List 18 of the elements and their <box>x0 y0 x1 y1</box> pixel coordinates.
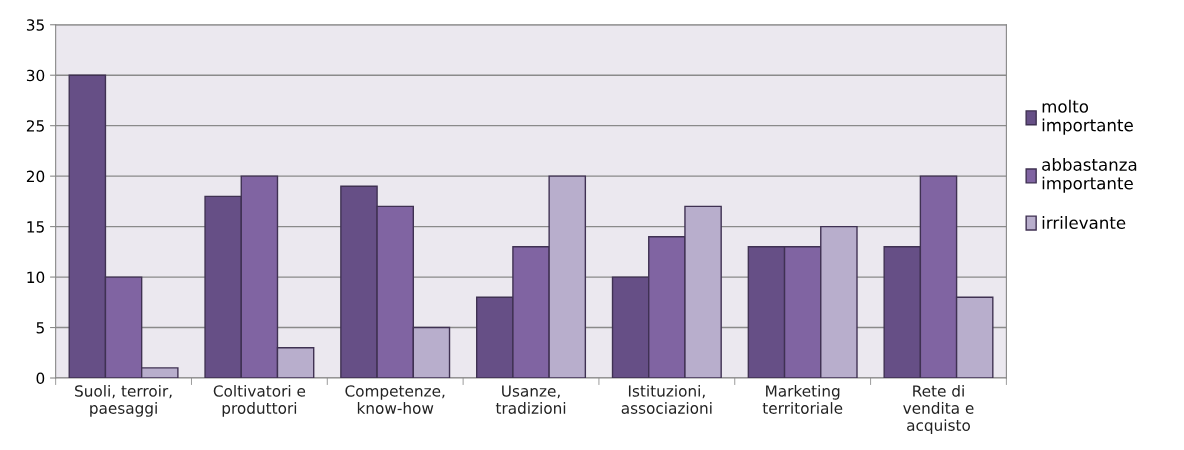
legend-label: abbastanza importante <box>1042 157 1137 193</box>
x-tick-label: Usanze, tradizioni <box>495 385 566 414</box>
y-tick-label: 5 <box>36 322 44 334</box>
y-tick-label: 15 <box>27 221 44 233</box>
y-tick-label: 25 <box>26 120 44 132</box>
y-tick-label: 20 <box>26 170 45 183</box>
y-tick-label: 0 <box>36 372 45 385</box>
legend-label: molto importante <box>1042 99 1133 135</box>
x-tick-label: Rete di vendita e acquisto <box>903 384 974 434</box>
y-tick-label: 10 <box>27 271 45 284</box>
y-tick-label: 30 <box>26 69 45 82</box>
x-tick-label: Istituzioni, associazioni <box>621 384 712 414</box>
y-tick-label: 35 <box>26 19 44 31</box>
legend-label: irrilevante <box>1042 216 1126 230</box>
x-tick-label: Coltivatori e produttori <box>213 384 306 417</box>
x-tick-label: Competenze, know-how <box>345 385 445 414</box>
x-tick-label: Suoli, terroir, paesaggi <box>75 384 172 417</box>
x-tick-label: Marketing territoriale <box>762 384 843 414</box>
